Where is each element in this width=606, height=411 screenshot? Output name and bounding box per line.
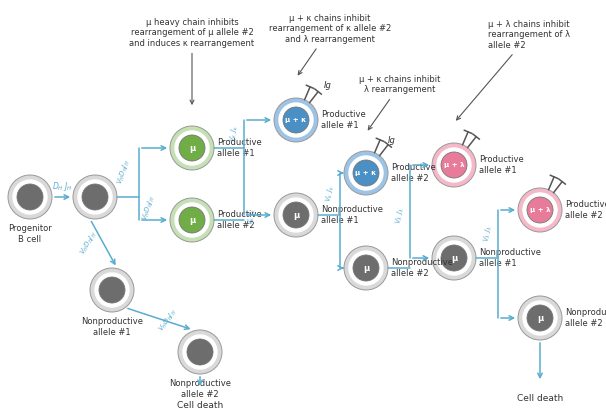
- Circle shape: [90, 268, 134, 312]
- Circle shape: [432, 143, 476, 187]
- Text: Nonproductive
allele #1: Nonproductive allele #1: [479, 248, 541, 268]
- Circle shape: [99, 277, 125, 303]
- Circle shape: [170, 198, 214, 242]
- Text: Nonproductive
allele #2: Nonproductive allele #2: [391, 258, 453, 278]
- Text: Cell death: Cell death: [177, 401, 223, 410]
- Text: Productive
allele #2: Productive allele #2: [391, 163, 436, 183]
- Circle shape: [179, 207, 205, 233]
- Text: μ + κ chains inhibit
λ rearrangement: μ + κ chains inhibit λ rearrangement: [359, 75, 441, 130]
- Text: Cell death: Cell death: [517, 394, 563, 403]
- Text: Nonproductive
allele #1: Nonproductive allele #1: [321, 205, 383, 225]
- Circle shape: [283, 107, 309, 133]
- Circle shape: [8, 175, 52, 219]
- Text: μ: μ: [537, 314, 543, 323]
- Circle shape: [279, 198, 313, 232]
- Text: μ: μ: [293, 210, 299, 219]
- Circle shape: [353, 255, 379, 281]
- Circle shape: [518, 296, 562, 340]
- Text: $V_\lambda\ J_\lambda$: $V_\lambda\ J_\lambda$: [393, 207, 407, 225]
- Circle shape: [523, 301, 557, 335]
- Circle shape: [13, 180, 47, 214]
- Text: $V_\kappa\ J_\kappa$: $V_\kappa\ J_\kappa$: [245, 208, 259, 226]
- Text: μ: μ: [189, 215, 195, 224]
- Circle shape: [432, 236, 476, 280]
- Circle shape: [179, 135, 205, 161]
- Text: μ + λ: μ + λ: [444, 162, 464, 168]
- Circle shape: [527, 197, 553, 223]
- Circle shape: [349, 156, 383, 190]
- Circle shape: [518, 188, 562, 232]
- Text: μ: μ: [363, 263, 369, 272]
- Text: Ig: Ig: [324, 81, 332, 90]
- Text: μ + κ: μ + κ: [285, 117, 307, 123]
- Text: $V_\kappa\ J_\kappa$: $V_\kappa\ J_\kappa$: [227, 125, 241, 143]
- Text: μ heavy chain inhibits
rearrangement of μ allele #2
and induces κ rearrangement: μ heavy chain inhibits rearrangement of …: [130, 18, 255, 104]
- Text: $D_H\ J_H$: $D_H\ J_H$: [52, 180, 72, 193]
- Text: Nonproductive
allele #1: Nonproductive allele #1: [81, 317, 143, 337]
- Circle shape: [349, 251, 383, 285]
- Text: Nonproductive
allele #2: Nonproductive allele #2: [169, 379, 231, 399]
- Text: Productive
allele #1: Productive allele #1: [217, 138, 262, 158]
- Circle shape: [437, 241, 471, 275]
- Circle shape: [187, 339, 213, 365]
- Circle shape: [353, 160, 379, 186]
- Circle shape: [527, 305, 553, 331]
- Text: $V_H D_H J_H$: $V_H D_H J_H$: [156, 307, 179, 335]
- Text: μ: μ: [451, 254, 457, 263]
- Circle shape: [441, 245, 467, 271]
- Text: $V_H D_H J_H$: $V_H D_H J_H$: [140, 194, 158, 222]
- Text: Productive
allele #2: Productive allele #2: [217, 210, 262, 230]
- Circle shape: [441, 152, 467, 178]
- Text: Progenitor
B cell: Progenitor B cell: [8, 224, 52, 244]
- Circle shape: [17, 184, 43, 210]
- Text: μ + κ: μ + κ: [356, 170, 376, 176]
- Circle shape: [178, 330, 222, 374]
- Text: Productive
allele #2: Productive allele #2: [565, 200, 606, 220]
- Text: μ: μ: [189, 143, 195, 152]
- Circle shape: [279, 103, 313, 137]
- Text: Nonproductive
allele #2: Nonproductive allele #2: [565, 308, 606, 328]
- Circle shape: [274, 98, 318, 142]
- Text: Ig: Ig: [388, 136, 396, 145]
- Circle shape: [82, 184, 108, 210]
- Circle shape: [95, 273, 129, 307]
- Circle shape: [283, 202, 309, 228]
- Text: μ + κ chains inhibit
rearrangement of κ allele #2
and λ rearrangement: μ + κ chains inhibit rearrangement of κ …: [269, 14, 391, 75]
- Circle shape: [344, 246, 388, 290]
- Text: $V_\lambda\ J_\lambda$: $V_\lambda\ J_\lambda$: [482, 225, 494, 243]
- Circle shape: [437, 148, 471, 182]
- Circle shape: [73, 175, 117, 219]
- Circle shape: [274, 193, 318, 237]
- Text: μ + λ: μ + λ: [530, 207, 550, 213]
- Circle shape: [175, 203, 209, 237]
- Circle shape: [183, 335, 217, 369]
- Circle shape: [175, 131, 209, 165]
- Circle shape: [78, 180, 112, 214]
- Circle shape: [170, 126, 214, 170]
- Text: Productive
allele #1: Productive allele #1: [479, 155, 524, 175]
- Circle shape: [523, 193, 557, 227]
- Text: $V_H D_H J_H$: $V_H D_H J_H$: [78, 229, 100, 256]
- Text: μ + λ chains inhibit
rearrangement of λ
allele #2: μ + λ chains inhibit rearrangement of λ …: [456, 20, 570, 120]
- Text: Productive
allele #1: Productive allele #1: [321, 110, 366, 130]
- Text: $V_H D_H J_H$: $V_H D_H J_H$: [115, 158, 133, 186]
- Circle shape: [344, 151, 388, 195]
- Text: $V_\kappa\ J_\kappa$: $V_\kappa\ J_\kappa$: [324, 185, 336, 203]
